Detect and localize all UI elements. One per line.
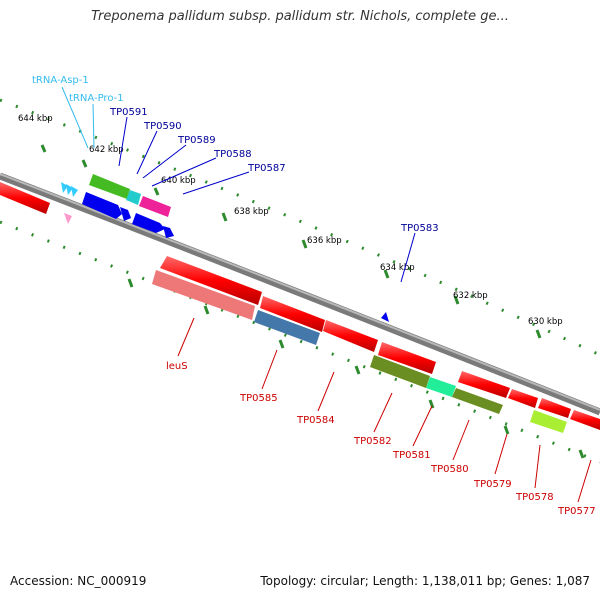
gene-tp0578[interactable] [530,410,567,433]
gene-tp0588[interactable] [82,192,122,219]
tick-label-642: 642 kbp [89,145,124,155]
genome-summary-text: Topology: circular; Length: 1,138,011 bp… [260,574,590,588]
label-trna-pro[interactable]: tRNA-Pro-1 [69,93,124,104]
label-tp0588[interactable]: TP0588 [213,149,252,160]
gene-tp0582[interactable] [370,355,430,388]
tick-label-640: 640 kbp [161,176,196,186]
tick-label-636: 636 kbp [307,236,342,246]
gene-tp0585[interactable] [254,310,320,345]
label-tp0580[interactable]: TP0580 [430,464,469,475]
label-tp0582[interactable]: TP0582 [353,436,392,447]
leader-tp0582 [373,392,393,433]
trna-feature[interactable] [61,182,78,224]
leader-tp0581 [412,405,433,447]
leader-tp0580 [452,419,470,461]
label-tp0584[interactable]: TP0584 [296,415,335,426]
label-tp0589[interactable]: TP0589 [177,135,216,146]
gene-leus[interactable] [152,270,255,320]
label-tp0579[interactable]: TP0579 [473,479,512,490]
forward-strand-genes[interactable] [0,174,389,322]
gene-tp0580[interactable] [452,388,503,414]
gene-tp0590[interactable] [126,190,141,205]
label-tp0591[interactable]: TP0591 [109,107,148,118]
scale-outer-dots [0,98,600,357]
gene-blue-tiny[interactable] [163,226,174,238]
leader-tp0589 [142,144,187,179]
leader-tp0577 [577,459,592,503]
gene-red-2[interactable] [260,296,325,332]
gene-red-7[interactable] [538,398,571,418]
leader-tp0583 [400,232,416,283]
tick-label-638: 638 kbp [234,207,269,217]
gene-red-6[interactable] [508,389,538,408]
tick-label-632: 632 kbp [453,291,488,301]
gene-red-1[interactable] [160,256,262,305]
tick-label-634: 634 kbp [380,263,415,273]
label-leus[interactable]: leuS [166,361,188,372]
label-tp0581[interactable]: TP0581 [392,450,431,461]
leader-trna-pro [92,103,95,149]
gene-tp0581[interactable] [426,377,456,397]
leader-trna-asp [61,86,89,149]
label-tp0578[interactable]: TP0578 [515,492,554,503]
accession-text: Accession: NC_000919 [10,574,147,588]
leader-tp0579 [494,433,508,475]
label-trna-asp[interactable]: tRNA-Asp-1 [32,75,89,86]
tick-label-644: 644 kbp [18,114,53,124]
leader-leus [177,317,195,357]
leader-tp0588 [151,157,217,187]
gene-red-5[interactable] [458,371,510,398]
leader-tp0585 [261,349,278,390]
label-tp0577[interactable]: TP0577 [557,506,596,517]
leader-tp0590 [136,130,158,175]
label-tp0583[interactable]: TP0583 [400,223,439,234]
gene-left-red[interactable] [0,182,50,214]
map-title: Treponema pallidum subsp. pallidum str. … [91,9,509,24]
gene-red-8[interactable] [570,410,600,430]
tick-label-630: 630 kbp [528,317,563,327]
gene-blue-small[interactable] [120,207,131,221]
label-tp0587[interactable]: TP0587 [247,163,286,174]
reverse-strand-genes[interactable] [152,256,600,433]
gene-tp0591[interactable] [89,174,130,199]
gene-tp0583[interactable] [381,312,389,322]
gene-tp0587[interactable] [132,213,165,233]
scale-inner-dots [0,220,600,464]
gene-tp0589[interactable] [139,196,171,217]
gene-red-4[interactable] [378,342,436,374]
leader-tp0584 [317,371,335,412]
gene-red-3[interactable] [323,320,378,352]
leader-tp0578 [534,444,541,489]
leader-tp0591 [118,116,128,167]
genome-backbone [0,172,600,416]
label-tp0585[interactable]: TP0585 [239,393,278,404]
leader-tp0587 [182,171,250,195]
label-tp0590[interactable]: TP0590 [143,121,182,132]
scale-major-ticks [40,144,585,459]
